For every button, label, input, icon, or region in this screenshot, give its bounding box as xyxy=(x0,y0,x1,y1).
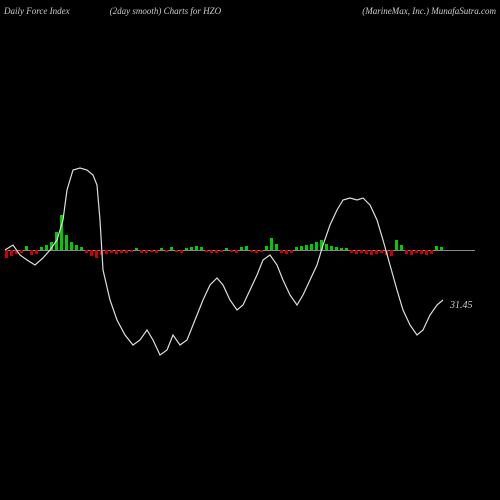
price-label: 31.45 xyxy=(450,300,473,311)
indicator-name: Daily Force Index xyxy=(4,6,70,16)
company-info: (MarineMax, Inc.) MunafaSutra.com xyxy=(362,6,496,16)
force-index-line xyxy=(5,20,475,495)
chart-title: (2day smooth) Charts for HZO xyxy=(70,6,363,16)
chart-area: 31.45 xyxy=(5,20,475,495)
chart-header: Daily Force Index (2day smooth) Charts f… xyxy=(0,6,500,16)
